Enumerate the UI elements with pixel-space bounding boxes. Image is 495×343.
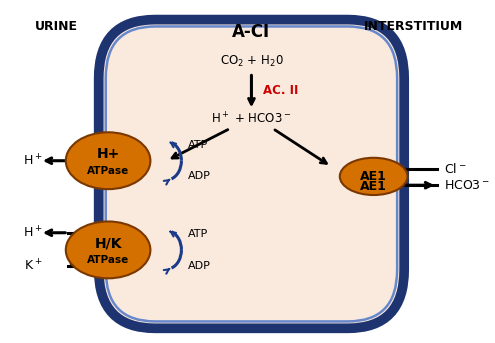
Ellipse shape [68,223,148,277]
Ellipse shape [68,134,148,188]
Ellipse shape [66,132,150,189]
Ellipse shape [75,228,141,272]
Ellipse shape [95,152,122,170]
Ellipse shape [340,158,407,195]
Ellipse shape [88,236,129,264]
Ellipse shape [83,144,134,178]
Text: H+: H+ [97,147,120,161]
Text: ATPase: ATPase [87,166,129,176]
Text: ATPase: ATPase [87,255,129,265]
Ellipse shape [92,150,124,172]
Ellipse shape [83,233,134,267]
Ellipse shape [78,140,139,181]
Ellipse shape [71,135,146,186]
Ellipse shape [88,147,129,175]
Text: CO$_2$ + H$_2$0: CO$_2$ + H$_2$0 [220,54,283,69]
Ellipse shape [367,173,381,180]
Ellipse shape [80,231,136,269]
Text: HCO3$^-$: HCO3$^-$ [444,179,490,192]
Ellipse shape [97,153,119,168]
Text: Cl$^-$: Cl$^-$ [444,162,466,176]
Ellipse shape [85,234,131,265]
Ellipse shape [78,229,139,270]
Ellipse shape [349,163,398,190]
Ellipse shape [95,241,122,259]
Text: A-CI: A-CI [232,23,270,41]
FancyBboxPatch shape [99,20,404,328]
Ellipse shape [90,238,126,262]
Ellipse shape [355,166,392,187]
Text: AE1: AE1 [360,180,387,193]
Text: K$^+$: K$^+$ [24,258,42,273]
Ellipse shape [359,168,388,185]
Ellipse shape [99,244,117,256]
Text: ATP: ATP [188,140,208,150]
Text: URINE: URINE [35,20,78,33]
Ellipse shape [342,159,405,194]
Text: H$^+$ + HCO3$^-$: H$^+$ + HCO3$^-$ [211,111,292,126]
Ellipse shape [85,145,131,176]
Ellipse shape [344,160,403,193]
Ellipse shape [363,170,385,182]
Ellipse shape [346,161,402,192]
Ellipse shape [92,239,124,261]
Text: AC. II: AC. II [263,84,298,97]
Ellipse shape [97,243,119,257]
Text: H$^+$: H$^+$ [23,153,43,168]
Ellipse shape [347,162,400,191]
Text: ADP: ADP [188,172,211,181]
Text: AE1: AE1 [360,170,387,183]
Ellipse shape [353,165,394,188]
Ellipse shape [351,164,396,189]
Ellipse shape [71,225,146,275]
Ellipse shape [99,155,117,167]
Ellipse shape [75,139,141,183]
Text: H/K: H/K [95,237,122,250]
Ellipse shape [361,169,387,184]
Ellipse shape [66,222,150,278]
Ellipse shape [357,167,390,186]
Ellipse shape [73,226,143,273]
Text: ATP: ATP [188,229,208,239]
Ellipse shape [365,172,383,181]
Text: ADP: ADP [188,261,211,271]
Text: INTERSTITIUM: INTERSTITIUM [364,20,463,33]
Ellipse shape [80,142,136,179]
Ellipse shape [73,137,143,184]
Text: H$^+$: H$^+$ [23,225,43,240]
Ellipse shape [90,149,126,173]
